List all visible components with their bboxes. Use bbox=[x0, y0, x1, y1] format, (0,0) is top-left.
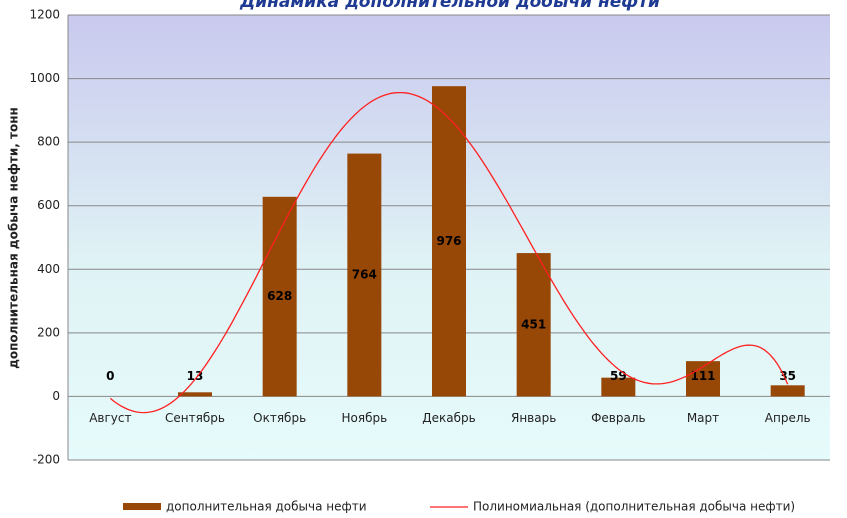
x-tick-label: Сентябрь bbox=[165, 411, 225, 425]
value-label: 59 bbox=[610, 369, 627, 383]
y-tick-label: 200 bbox=[37, 325, 60, 339]
value-label: 35 bbox=[779, 369, 796, 383]
y-tick-label: -200 bbox=[33, 453, 60, 467]
legend-label: Полиномиальная (дополнительная добыча не… bbox=[473, 500, 795, 514]
bar bbox=[516, 253, 551, 397]
bar bbox=[770, 385, 805, 397]
y-tick-label: 1200 bbox=[29, 8, 60, 22]
bar bbox=[432, 86, 466, 397]
bar bbox=[601, 377, 636, 397]
value-label: 111 bbox=[690, 369, 715, 383]
chart-title: Динамика дополнительной добычи нефти bbox=[239, 0, 660, 12]
x-tick-label: Ноябрь bbox=[341, 411, 387, 425]
value-label: 451 bbox=[521, 317, 546, 331]
trendline bbox=[109, 91, 789, 414]
x-tick-label: Декабрь bbox=[422, 411, 475, 425]
y-tick-label: 0 bbox=[52, 389, 60, 403]
y-axis-title: дополнительная добыча нефти, тонн bbox=[7, 107, 21, 369]
x-tick-label: Январь bbox=[511, 411, 556, 425]
x-tick-label: Август bbox=[89, 411, 131, 425]
y-tick-label: 600 bbox=[37, 198, 60, 212]
bar bbox=[178, 392, 212, 397]
value-label: 628 bbox=[267, 289, 292, 303]
legend-swatch bbox=[123, 503, 161, 510]
legend-label: дополнительная добыча нефти bbox=[166, 500, 367, 514]
x-tick-label: Март bbox=[687, 411, 719, 425]
value-label: 0 bbox=[106, 369, 114, 383]
bar bbox=[347, 153, 382, 397]
value-label: 764 bbox=[352, 268, 377, 282]
y-tick-label: 800 bbox=[37, 135, 60, 149]
x-tick-label: Апрель bbox=[765, 411, 811, 425]
x-tick-label: Февраль bbox=[591, 411, 646, 425]
y-tick-label: 1000 bbox=[29, 71, 60, 85]
x-tick-label: Октябрь bbox=[253, 411, 306, 425]
value-label: 976 bbox=[436, 234, 461, 248]
y-tick-label: 400 bbox=[37, 262, 60, 276]
value-label: 13 bbox=[187, 369, 204, 383]
